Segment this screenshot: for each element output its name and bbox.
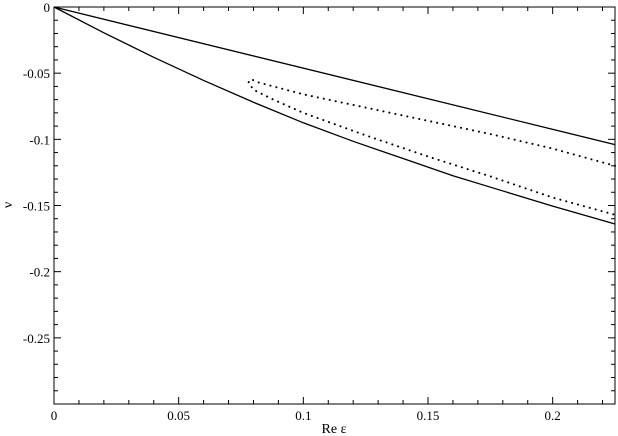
x-axis-label: Re ε <box>322 422 347 436</box>
y-tick-label: -0.2 <box>29 265 50 280</box>
y-axis-label: ν <box>1 202 16 208</box>
plot-frame <box>53 6 616 405</box>
series-line-2 <box>53 6 616 225</box>
series-line-3 <box>247 77 616 216</box>
tick-layer: 0 0.05 0.1 0.15 0.2 0 -0.05 -0.1 -0.15 -0.2 -0.25 <box>23 0 615 423</box>
y-tick-label: -0.05 <box>23 66 50 81</box>
x-tick-label: 0.15 <box>417 408 440 423</box>
series-line-1 <box>53 6 616 146</box>
x-tick-label: 0.05 <box>167 408 190 423</box>
x-tick-label: 0.1 <box>295 408 311 423</box>
y-tick-label: 0 <box>44 0 51 15</box>
y-tick-label: -0.1 <box>29 132 50 147</box>
plot-area <box>54 7 615 404</box>
series-layer <box>53 6 616 225</box>
x-tick-label: 0 <box>51 408 58 423</box>
x-tick-label: 0.2 <box>545 408 561 423</box>
y-tick-label: -0.15 <box>23 199 50 214</box>
y-tick-label: -0.25 <box>23 331 50 346</box>
